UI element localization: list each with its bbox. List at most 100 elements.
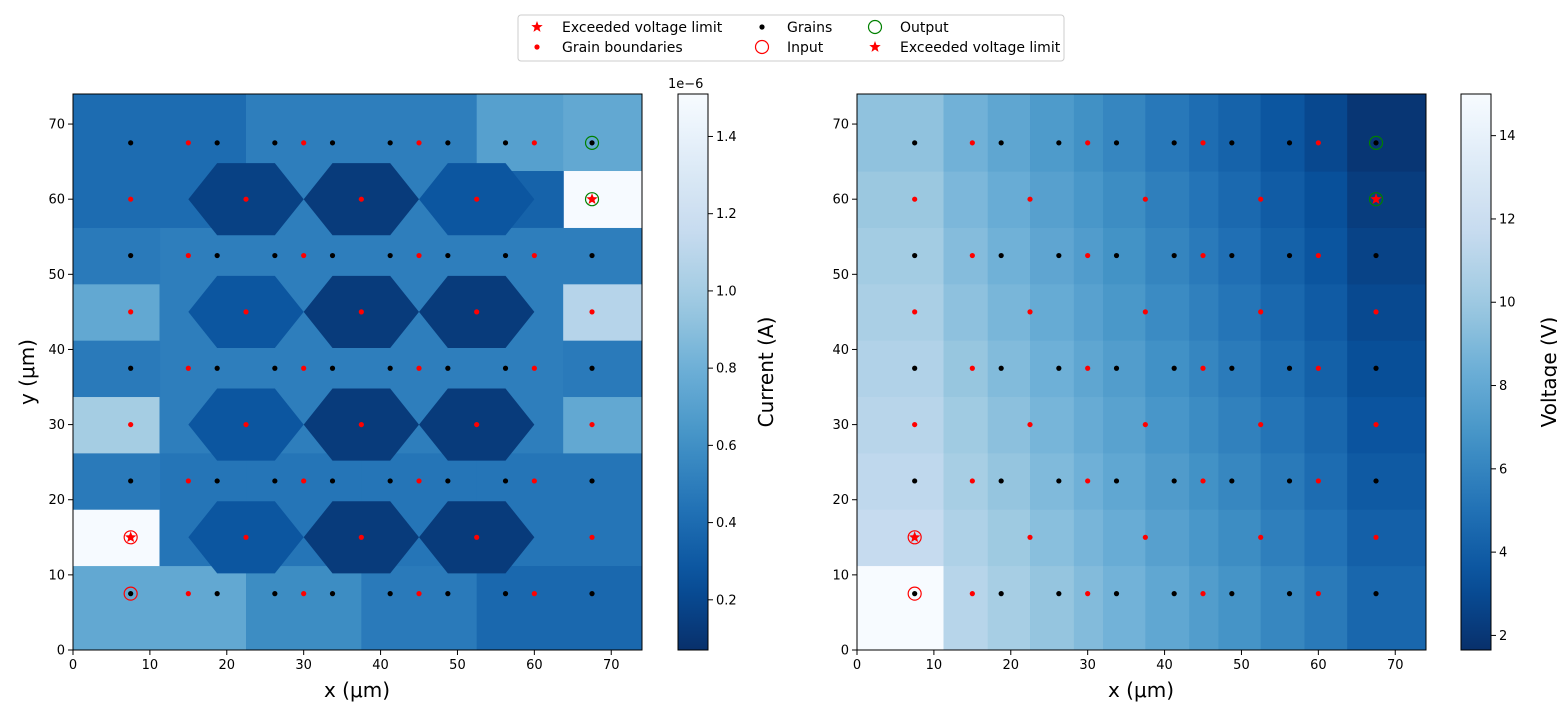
grain-marker [1171,478,1177,484]
voltage-cell [1218,171,1262,228]
voltage-cell [1030,340,1075,398]
grain-marker [1056,252,1062,259]
current-x-ticks: 0 10 20 30 40 50 60 70 [69,650,620,673]
colorbar-tick-label: 6 [1499,462,1507,477]
y-tick-label: 70 [832,118,849,133]
voltage-cell [1103,565,1146,650]
grain-marker [502,591,509,597]
voltage-cell [1304,227,1348,285]
grain-marker [1113,140,1120,146]
x-tick-label: 30 [295,658,312,673]
grain-marker [329,591,336,597]
grain-boundary-marker [301,591,307,597]
grain-marker [589,252,595,259]
voltage-cell [1103,452,1146,510]
legend-dot-icon [534,44,540,50]
current-cell [563,227,642,285]
grain-marker [128,252,134,259]
y-tick-label: 70 [48,118,65,133]
grain-marker [128,478,134,484]
grain-marker [329,478,336,484]
grain-marker [214,365,220,371]
grain-boundary-marker [185,591,191,597]
grain-boundary-marker [1200,140,1206,146]
current-cell [563,94,642,172]
voltage-cell [1073,396,1104,454]
voltage-cell [943,509,989,567]
grain-boundary-marker [1315,478,1321,484]
grain-marker [387,591,393,597]
grain-boundary-marker [416,365,422,371]
grain-boundary-marker [1085,140,1091,146]
y-tick-label: 20 [48,493,65,508]
voltage-cell [1189,396,1219,454]
grain-marker [1171,252,1177,259]
grain-marker [387,365,393,371]
grain-boundary-marker [243,421,249,428]
output-marker [584,135,600,150]
grain-marker [912,478,918,484]
grain-marker [445,365,451,371]
voltage-heatmap [857,94,1426,650]
current-cell [476,565,642,650]
legend-label: Exceeded voltage limit [900,40,1061,56]
voltage-cell [1347,283,1426,341]
voltage-cell [857,227,945,285]
grain-marker [589,365,595,371]
voltage-cell [943,396,989,454]
current-y-ticks: 0 10 20 30 40 50 60 70 [48,118,73,659]
voltage-cell [1304,283,1348,341]
colorbar-tick-label: 0.8 [716,362,737,377]
grain-marker [589,478,595,484]
exceeded-voltage-marker [1370,193,1382,205]
grain-marker [1113,365,1120,371]
grain-boundary-marker [243,309,249,315]
voltage-cell [1103,396,1146,454]
grain-boundary-marker [128,309,134,315]
grain-boundary-marker [301,478,307,484]
grain-marker [502,478,509,484]
voltage-cell [1304,565,1348,650]
current-cell [563,396,642,454]
colorbar-gradient [1460,93,1492,651]
grain-boundary-marker [969,478,975,484]
voltage-cell [1189,509,1219,567]
voltage-cell [1073,94,1104,172]
grain-boundary-marker [1373,309,1379,315]
legend-label: Grains [787,20,832,36]
grain-marker [1171,365,1177,371]
current-plot-frame [72,93,643,651]
y-tick-label: 50 [48,268,65,283]
output-marker [1368,135,1384,150]
voltage-cell [857,171,945,228]
grain-marker [445,140,451,146]
grain-marker [128,365,134,371]
colorbar-tick-label: 0.4 [716,516,737,531]
grain-marker [272,365,278,371]
voltage-cell [987,227,1031,285]
colorbar-gradient [677,93,709,651]
x-tick-label: 10 [926,658,943,673]
colorbar-tick-label: 0.6 [716,439,737,454]
grain-boundary-marker [912,421,918,428]
voltage-cell [1189,171,1219,228]
voltage-cell [1189,565,1219,650]
x-tick-label: 50 [449,658,466,673]
colorbar-tick-label: 2 [1499,629,1507,644]
grain-marker [445,252,451,259]
voltage-cell [1073,283,1104,341]
current-cell [73,227,161,285]
voltage-cell [1347,171,1426,228]
current-cell [246,565,362,650]
grain-marker [1373,252,1379,259]
grain-boundary-marker [185,252,191,259]
voltage-cell [1218,94,1262,172]
voltage-cell [1347,565,1426,650]
current-y-axis-label: y (μm) [15,339,39,405]
voltage-markers [907,135,1384,601]
voltage-cell [1030,283,1075,341]
x-tick-label: 60 [1310,658,1327,673]
grain-boundary-marker [531,591,537,597]
y-tick-label: 50 [832,268,849,283]
